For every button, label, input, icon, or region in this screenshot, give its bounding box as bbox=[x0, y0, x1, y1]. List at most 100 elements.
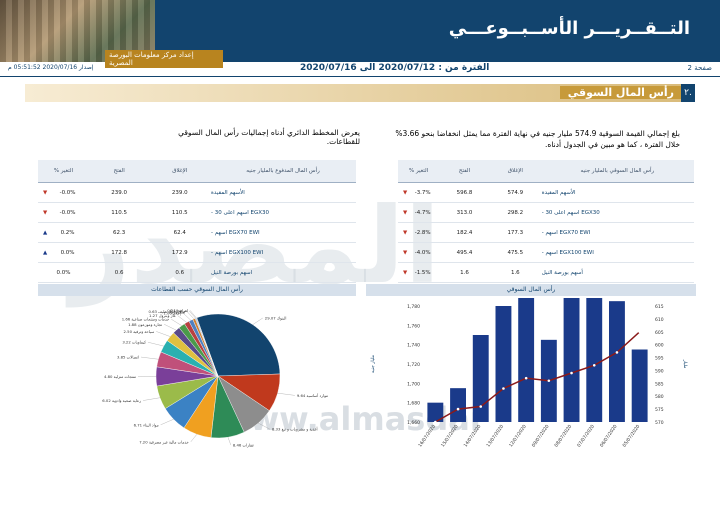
value-cell: 0.6 bbox=[88, 262, 150, 283]
line-point bbox=[638, 330, 641, 334]
change-value: -2.8% bbox=[414, 229, 431, 236]
pie-leader bbox=[186, 311, 195, 319]
value-cell: 182.4 bbox=[439, 222, 490, 243]
pie-leader bbox=[160, 419, 174, 425]
down-arrow-icon: ▼ bbox=[403, 189, 408, 196]
y-left-tick: 1,740 bbox=[407, 343, 420, 349]
pie-label: 1.88 تجارة وموزعون bbox=[128, 322, 162, 327]
paid-capital-table: % التغير الفتح الإغلاق رأس المال المدفوع با… bbox=[38, 160, 356, 283]
period-bar bbox=[0, 62, 720, 77]
x-tick: 14/07/2020 bbox=[463, 424, 483, 449]
table-header: الإغلاق bbox=[149, 160, 211, 183]
pie-leader bbox=[171, 319, 182, 326]
bar bbox=[563, 298, 580, 422]
pie-label: 0.19 اخرى bbox=[170, 308, 188, 313]
y-left-unit: مليار جنيه bbox=[371, 354, 376, 373]
line-point bbox=[547, 379, 551, 383]
line-point bbox=[592, 363, 596, 367]
table-row: ▲ 0.0% 172.8 172.9- اسهم EGX100 EWI bbox=[38, 242, 356, 263]
table-row: ▼ -4.0% 495.4 475.5- اسهم EGX100 EWI bbox=[398, 242, 694, 263]
pie-leader bbox=[258, 423, 271, 430]
pie-label: 1.27 غاز وبترول bbox=[149, 313, 176, 318]
row-label: - اسهم EGX100 EWI bbox=[540, 242, 694, 263]
bar bbox=[450, 388, 466, 422]
section-title: رأس المال السوقي bbox=[559, 86, 682, 99]
value-cell: 475.5 bbox=[489, 242, 541, 263]
down-arrow-icon: ▼ bbox=[403, 269, 408, 276]
table-header: الإغلاق bbox=[489, 160, 541, 183]
value-cell: 313.0 bbox=[439, 202, 490, 223]
change-value: 0.0% bbox=[60, 249, 75, 256]
change-cell: ▼ -4.7% bbox=[398, 202, 440, 223]
page-number: صفحة 2 bbox=[687, 64, 712, 72]
change-value: -1.5% bbox=[414, 269, 431, 276]
pie-label: 2.50 سياحة وترفيه bbox=[124, 329, 155, 334]
x-tick: 16/07/2020 bbox=[417, 424, 437, 449]
series-line bbox=[434, 331, 641, 423]
report-header: التــقــريـــر الأســبــوعـــي إعداد مرك… bbox=[0, 0, 720, 68]
table-header: الفتح bbox=[439, 160, 490, 183]
line-point bbox=[456, 407, 460, 411]
value-cell: 110.5 bbox=[149, 202, 211, 223]
value-cell: 172.8 bbox=[88, 242, 150, 263]
y-right-tick: 590 bbox=[655, 368, 664, 374]
table-header: رأس المال السوقي بالمليار جنيه bbox=[540, 160, 694, 183]
x-tick: 08/07/2020 bbox=[553, 424, 573, 449]
row-label: - اسهم EGX70 EWI bbox=[540, 222, 694, 243]
y-right-tick: 605 bbox=[655, 330, 664, 336]
value-cell: 1.6 bbox=[439, 262, 490, 283]
table-header: % التغير bbox=[38, 160, 89, 183]
y-right-tick: 570 bbox=[655, 420, 664, 426]
row-label: اسهم بورصة النيل bbox=[210, 262, 356, 283]
value-cell: 574.9 bbox=[489, 182, 541, 203]
line-point bbox=[570, 371, 573, 375]
change-cell: ▼ -3.7% bbox=[398, 182, 440, 203]
value-cell: 239.0 bbox=[149, 182, 211, 203]
x-tick: 12/07/2020 bbox=[508, 424, 528, 449]
y-left-tick: 1,760 bbox=[407, 323, 420, 329]
table-header: رأس المال المدفوع بالمليار جنيه bbox=[210, 160, 356, 183]
x-tick: 07/07/2020 bbox=[576, 424, 596, 449]
change-cell: ▼ -2.8% bbox=[398, 222, 440, 243]
table-row: ▲ 0.2% 62.3 62.4- اسهم EGX70 EWI bbox=[38, 222, 356, 243]
line-point bbox=[479, 405, 483, 408]
table-row: ▼ -0.0% 239.0 239.0 الأسهم المقيدة bbox=[38, 182, 356, 203]
pie-leader bbox=[156, 331, 171, 337]
y-right-unit: مليار bbox=[682, 359, 687, 369]
pie-leader bbox=[252, 317, 263, 325]
table-header: % التغير bbox=[398, 160, 440, 183]
change-value: -4.0% bbox=[414, 249, 431, 256]
up-arrow-icon: ▲ bbox=[43, 249, 48, 256]
bar bbox=[518, 298, 535, 422]
table-row: ▼ -4.7% 313.0 298.2- اسهم اعلى 30 EGX30 bbox=[398, 202, 694, 223]
x-tick: 13/07/2020 bbox=[485, 424, 505, 449]
pie-label: 8.46 عقارات bbox=[233, 443, 254, 448]
pie-label: 1.66 خدمات ومنتجات صناعية bbox=[122, 317, 170, 322]
change-value: -3.7% bbox=[414, 189, 431, 196]
market-cap-bar-chart: 1,660 1,680 1,700 1,720 1,740 1,760 1,780 570 57… bbox=[371, 298, 687, 449]
pie-leader bbox=[177, 315, 187, 323]
pie-leader bbox=[182, 312, 191, 321]
pie-leader bbox=[140, 356, 159, 360]
bar bbox=[427, 402, 444, 422]
market-cap-table: % التغير الفتح الإغلاق رأس المال السوقي بال… bbox=[398, 160, 694, 283]
value-cell: 1.6 bbox=[489, 262, 541, 283]
change-value: 0.0% bbox=[56, 269, 71, 276]
change-cell: ▼ -4.0% bbox=[398, 242, 440, 263]
line-point bbox=[615, 351, 619, 354]
value-cell: 495.4 bbox=[439, 242, 490, 263]
y-left-tick: 1,720 bbox=[407, 362, 420, 368]
table-row: ▼ -2.8% 182.4 177.3- اسهم EGX70 EWI bbox=[398, 222, 694, 243]
pie-label: 1.06 إعلام bbox=[163, 311, 181, 317]
pie-label: 0.63 ورق ومواد تغليف bbox=[148, 309, 185, 314]
section-bar bbox=[25, 84, 695, 102]
table-header: الفتح bbox=[88, 160, 150, 183]
bar bbox=[631, 349, 648, 422]
report-subtitle: إعداد مركز معلومات البورصة المصرية bbox=[105, 50, 223, 68]
pie-label: 8.33 أغذية و مشروبات و تبغ bbox=[272, 427, 318, 432]
pie-label: 3.22 كيماويات bbox=[122, 340, 146, 345]
pie-label: 3.85 اتصالات bbox=[117, 355, 139, 360]
value-cell: 0.6 bbox=[149, 262, 211, 283]
value-cell: 298.2 bbox=[489, 202, 541, 223]
pie-leader bbox=[147, 342, 164, 347]
